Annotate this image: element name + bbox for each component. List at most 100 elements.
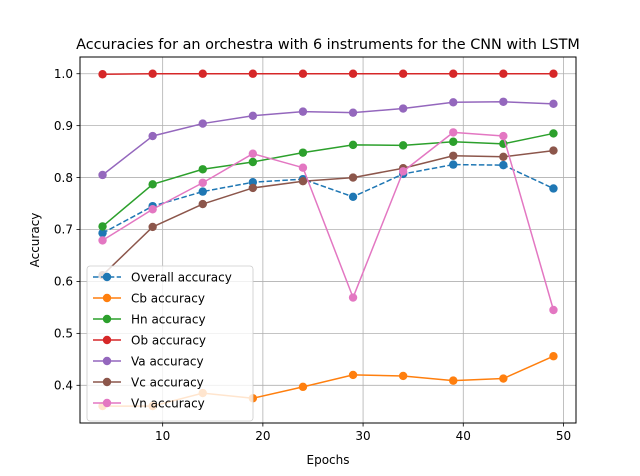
data-point (98, 222, 107, 231)
data-point (248, 157, 258, 167)
y-tick-label: 0.7 (54, 223, 73, 237)
x-tick-label: 10 (155, 429, 170, 443)
series-va-accuracy (98, 97, 558, 180)
data-point (449, 98, 458, 107)
data-point (348, 192, 358, 201)
data-point (449, 128, 458, 137)
legend-label: Ob accuracy (131, 333, 206, 347)
data-point (449, 160, 458, 169)
legend-label: Hn accuracy (131, 312, 206, 326)
legend-item-ob-accuracy: Ob accuracy (93, 333, 206, 347)
x-axis-label: Epochs (307, 453, 350, 467)
legend-item-vc-accuracy: Vc accuracy (93, 375, 204, 389)
data-point (449, 376, 458, 385)
legend-marker (102, 398, 112, 408)
data-point (198, 187, 207, 196)
data-point (298, 163, 308, 172)
legend: Overall accuracy Cb accuracy Hn accuracy Ob… (86, 265, 254, 422)
x-tick-label: 20 (255, 429, 270, 443)
legend-label: Vn accuracy (131, 396, 205, 410)
data-point (248, 69, 258, 78)
data-point (398, 104, 408, 113)
legend-marker (102, 314, 112, 324)
data-point (499, 69, 508, 78)
legend-item-hn-accuracy: Hn accuracy (93, 312, 206, 326)
legend-label: Va accuracy (131, 354, 204, 368)
data-point (348, 173, 358, 182)
legend-marker (102, 272, 112, 282)
data-point (398, 69, 408, 78)
y-tick-label: 0.9 (54, 119, 73, 133)
data-point (98, 236, 107, 245)
data-point (348, 293, 358, 302)
y-tick-label: 0.5 (54, 327, 73, 341)
data-point (148, 205, 157, 214)
data-point (549, 352, 558, 361)
data-point (298, 382, 308, 392)
data-point (499, 160, 508, 170)
legend-item-vn-accuracy: Vn accuracy (93, 396, 205, 410)
data-point (98, 70, 107, 79)
series-line (102, 72, 554, 75)
legend-item-overall-accuracy: Overall accuracy (93, 270, 232, 284)
data-point (148, 222, 157, 232)
data-point (298, 148, 308, 157)
series-line (102, 132, 554, 227)
data-point (549, 305, 558, 315)
data-point (198, 199, 207, 209)
legend-item-va-accuracy: Va accuracy (93, 354, 204, 368)
data-point (398, 371, 408, 381)
series-vn-accuracy (98, 128, 558, 315)
legend-item-cb-accuracy: Cb accuracy (93, 291, 205, 305)
data-point (549, 69, 558, 78)
data-point (549, 99, 558, 109)
x-tick-label: 40 (456, 429, 471, 443)
data-point (348, 108, 358, 117)
legend-label: Cb accuracy (131, 291, 205, 305)
legend-marker (102, 377, 112, 387)
data-point (499, 374, 508, 383)
series-line (102, 131, 555, 311)
legend-marker (102, 293, 112, 303)
legend-label: Overall accuracy (131, 270, 232, 284)
data-point (298, 177, 308, 186)
data-point (449, 69, 458, 78)
series-line (102, 149, 554, 276)
legend-marker (102, 335, 112, 345)
legend-box (86, 265, 254, 422)
data-point (248, 183, 258, 193)
legend-marker (102, 356, 112, 366)
data-point (298, 69, 308, 78)
data-point (98, 170, 107, 180)
y-tick-label: 0.4 (54, 378, 73, 392)
x-tick-label: 30 (355, 429, 370, 443)
series-layer (98, 69, 558, 411)
plot-frame (79, 56, 577, 424)
y-tick-label: 0.6 (54, 275, 73, 289)
data-point (348, 140, 358, 150)
data-point (549, 129, 558, 138)
data-point (148, 69, 157, 78)
data-point (248, 149, 258, 158)
chart-title: Accuracies for an orchestra with 6 instr… (76, 37, 580, 53)
ticks: 10 20 30 40 50 0.4 0.5 0.6 0.7 0.8 0.9 1.0 (54, 67, 571, 443)
data-point (549, 146, 558, 155)
series-ob-accuracy (98, 69, 558, 79)
y-axis-label: Accuracy (28, 213, 42, 268)
data-point (348, 69, 358, 78)
y-tick-label: 0.8 (54, 171, 73, 185)
data-point (549, 184, 558, 193)
data-point (98, 228, 107, 238)
data-point (198, 165, 207, 174)
series-line (102, 163, 554, 234)
data-point (348, 370, 358, 380)
legend-label: Vc accuracy (131, 375, 204, 389)
data-point (449, 151, 458, 160)
data-point (148, 180, 157, 189)
data-point (398, 141, 408, 150)
data-point (398, 167, 408, 176)
data-point (148, 131, 157, 141)
x-tick-label: 50 (556, 429, 571, 443)
data-point (449, 137, 458, 146)
